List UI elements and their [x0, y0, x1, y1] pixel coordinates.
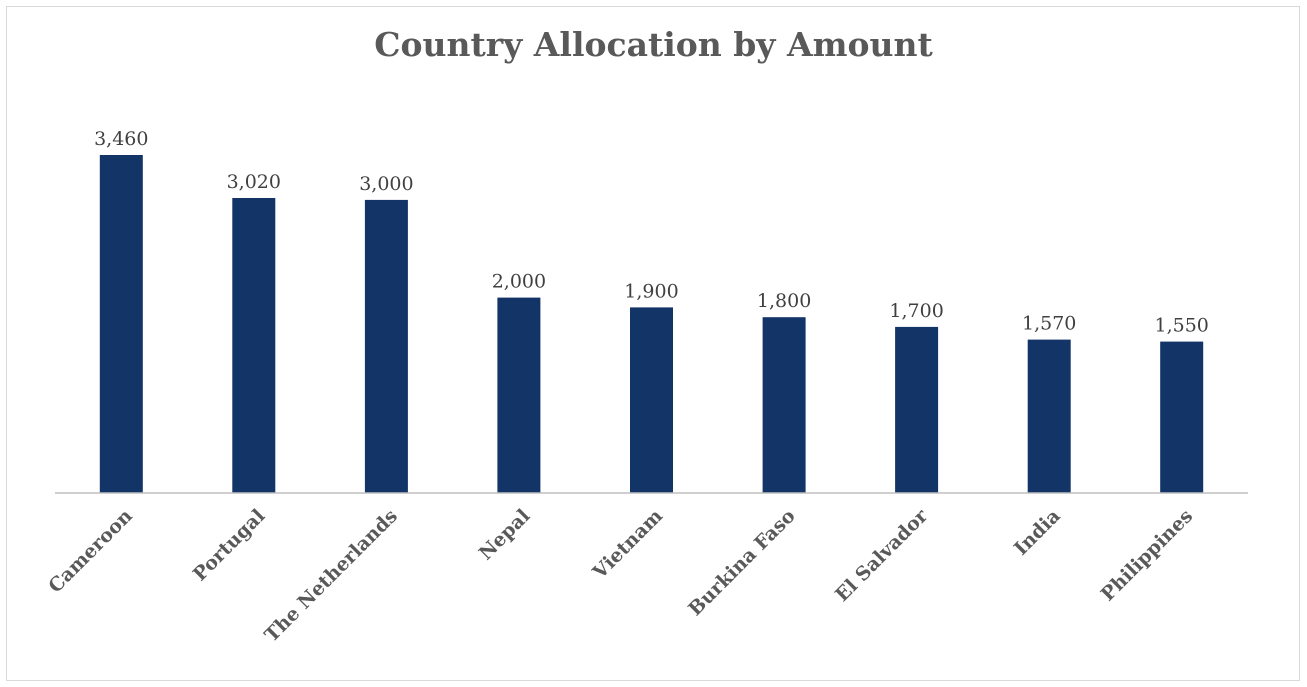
chart-title: Country Allocation by Amount	[374, 25, 933, 64]
data-label: 3,020	[227, 171, 281, 193]
data-label: 1,700	[889, 300, 943, 322]
data-label: 3,460	[94, 128, 148, 150]
x-tick-label: Burkina Faso	[684, 505, 799, 620]
x-tick-label: Cameroon	[44, 505, 137, 598]
data-label: 1,570	[1022, 313, 1076, 335]
x-tick-label: Vietnam	[588, 505, 667, 584]
data-label: 1,900	[624, 280, 678, 302]
bar-vietnam	[630, 307, 673, 493]
x-tick-label: El Salvador	[831, 504, 933, 606]
x-tick-label: Portugal	[189, 505, 270, 586]
bar-the-netherlands	[364, 199, 408, 493]
data-label: 2,000	[492, 271, 546, 293]
bar-portugal	[232, 198, 276, 493]
bar-cameroon	[99, 155, 143, 493]
data-label: 1,550	[1154, 315, 1208, 337]
data-label: 3,000	[359, 173, 413, 195]
x-tick-label: The Netherlands	[260, 505, 402, 647]
bar-india	[1027, 339, 1071, 493]
x-tick-label: Nepal	[475, 505, 535, 565]
bars-group	[99, 155, 1204, 493]
bar-el-salvador	[895, 326, 939, 493]
data-label: 1,800	[757, 290, 811, 312]
data-labels-group: 3,460 3,020 3,000 2,000 1,900 1,800 1,700 1,570…	[94, 128, 1209, 337]
bar-philippines	[1160, 341, 1204, 493]
x-tick-label: India	[1010, 505, 1065, 560]
x-tick-label: Philippines	[1097, 505, 1198, 606]
bar-burkina-faso	[762, 317, 806, 493]
bar-nepal	[497, 297, 541, 493]
